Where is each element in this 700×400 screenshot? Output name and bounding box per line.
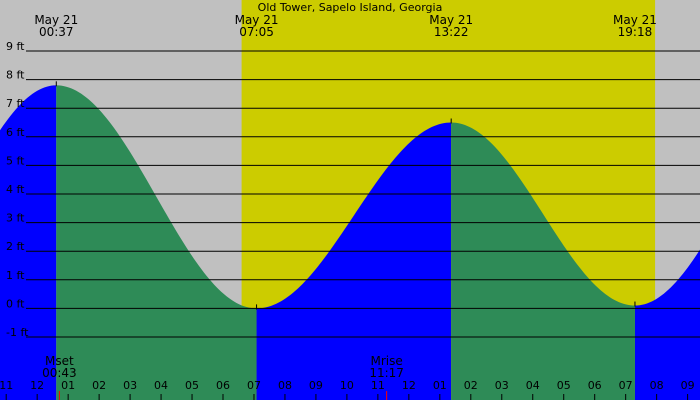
hour-tick-label: 08 — [278, 379, 292, 392]
hour-tick-label: 01 — [433, 379, 447, 392]
y-tick-label: 4 ft — [6, 183, 25, 196]
hour-tick-label: 11 — [371, 379, 385, 392]
y-tick-label: 2 ft — [6, 240, 25, 253]
hour-tick-label: 12 — [30, 379, 44, 392]
falling-tide-area — [56, 85, 257, 400]
hour-tick-label: 10 — [340, 379, 354, 392]
height-gridlines — [26, 50, 700, 338]
tide-event-time: 07:05 — [239, 25, 274, 39]
moon-event-time: 00:43 — [42, 366, 77, 380]
hour-tick-label: 03 — [495, 379, 509, 392]
hour-tick-label: 07 — [247, 379, 261, 392]
hour-tick-label: 05 — [185, 379, 199, 392]
y-tick-label: 1 ft — [6, 269, 25, 282]
hour-tick-label: 12 — [402, 379, 416, 392]
hour-tick-label: 11 — [0, 379, 13, 392]
chart-title: Old Tower, Sapelo Island, Georgia — [258, 1, 443, 14]
hour-tick-label: 02 — [92, 379, 106, 392]
hour-tick-label: 01 — [61, 379, 75, 392]
y-tick-label: 7 ft — [6, 97, 25, 110]
hour-tick-label: 06 — [216, 379, 230, 392]
tide-event-date: May 21 — [34, 13, 78, 27]
hour-axis: 11 12 01 02 03 04 05 06 07 08 09 10 11 12 01 02 03 04 05 06… — [0, 379, 695, 400]
tide-event-date: May 21 — [613, 13, 657, 27]
hour-tick-label: 03 — [123, 379, 137, 392]
hour-tick-label: 09 — [681, 379, 695, 392]
hour-tick-label: 08 — [650, 379, 664, 392]
y-tick-label: 5 ft — [6, 154, 25, 167]
y-tick-label: 6 ft — [6, 126, 25, 139]
tide-event-date: May 21 — [235, 13, 279, 27]
tide-event-time: 19:18 — [618, 25, 653, 39]
hour-tick-label: 02 — [464, 379, 478, 392]
tide-curve — [0, 85, 700, 400]
tide-event-time: 00:37 — [39, 25, 74, 39]
rising-tide-area — [634, 249, 700, 400]
hour-tick-label: 09 — [309, 379, 323, 392]
y-tick-label: 9 ft — [6, 40, 25, 53]
y-tick-label: 0 ft — [6, 297, 25, 310]
y-tick-label: -1 ft — [6, 326, 29, 339]
hour-tick-label: 04 — [526, 379, 540, 392]
falling-tide-area — [451, 122, 635, 400]
tide-event-date: May 21 — [429, 13, 473, 27]
hour-tick-label: 06 — [588, 379, 602, 392]
moon-event-label: Mrise — [371, 354, 403, 368]
y-tick-label: 8 ft — [6, 69, 25, 82]
y-tick-label: 3 ft — [6, 212, 25, 225]
rising-tide-area — [0, 85, 57, 400]
hour-tick-label: 04 — [154, 379, 168, 392]
tide-event-time: 13:22 — [434, 25, 469, 39]
moon-event-time: 11:17 — [369, 366, 404, 380]
height-tick-labels: -1 ft 0 ft 1 ft 2 ft 3 ft 4 ft 5 ft 6 ft 7 ft 8 f… — [6, 40, 29, 339]
hour-tick-label: 07 — [619, 379, 633, 392]
rising-tide-area — [256, 122, 452, 400]
hour-tick-label: 05 — [557, 379, 571, 392]
moon-event-label: Mset — [45, 354, 74, 368]
